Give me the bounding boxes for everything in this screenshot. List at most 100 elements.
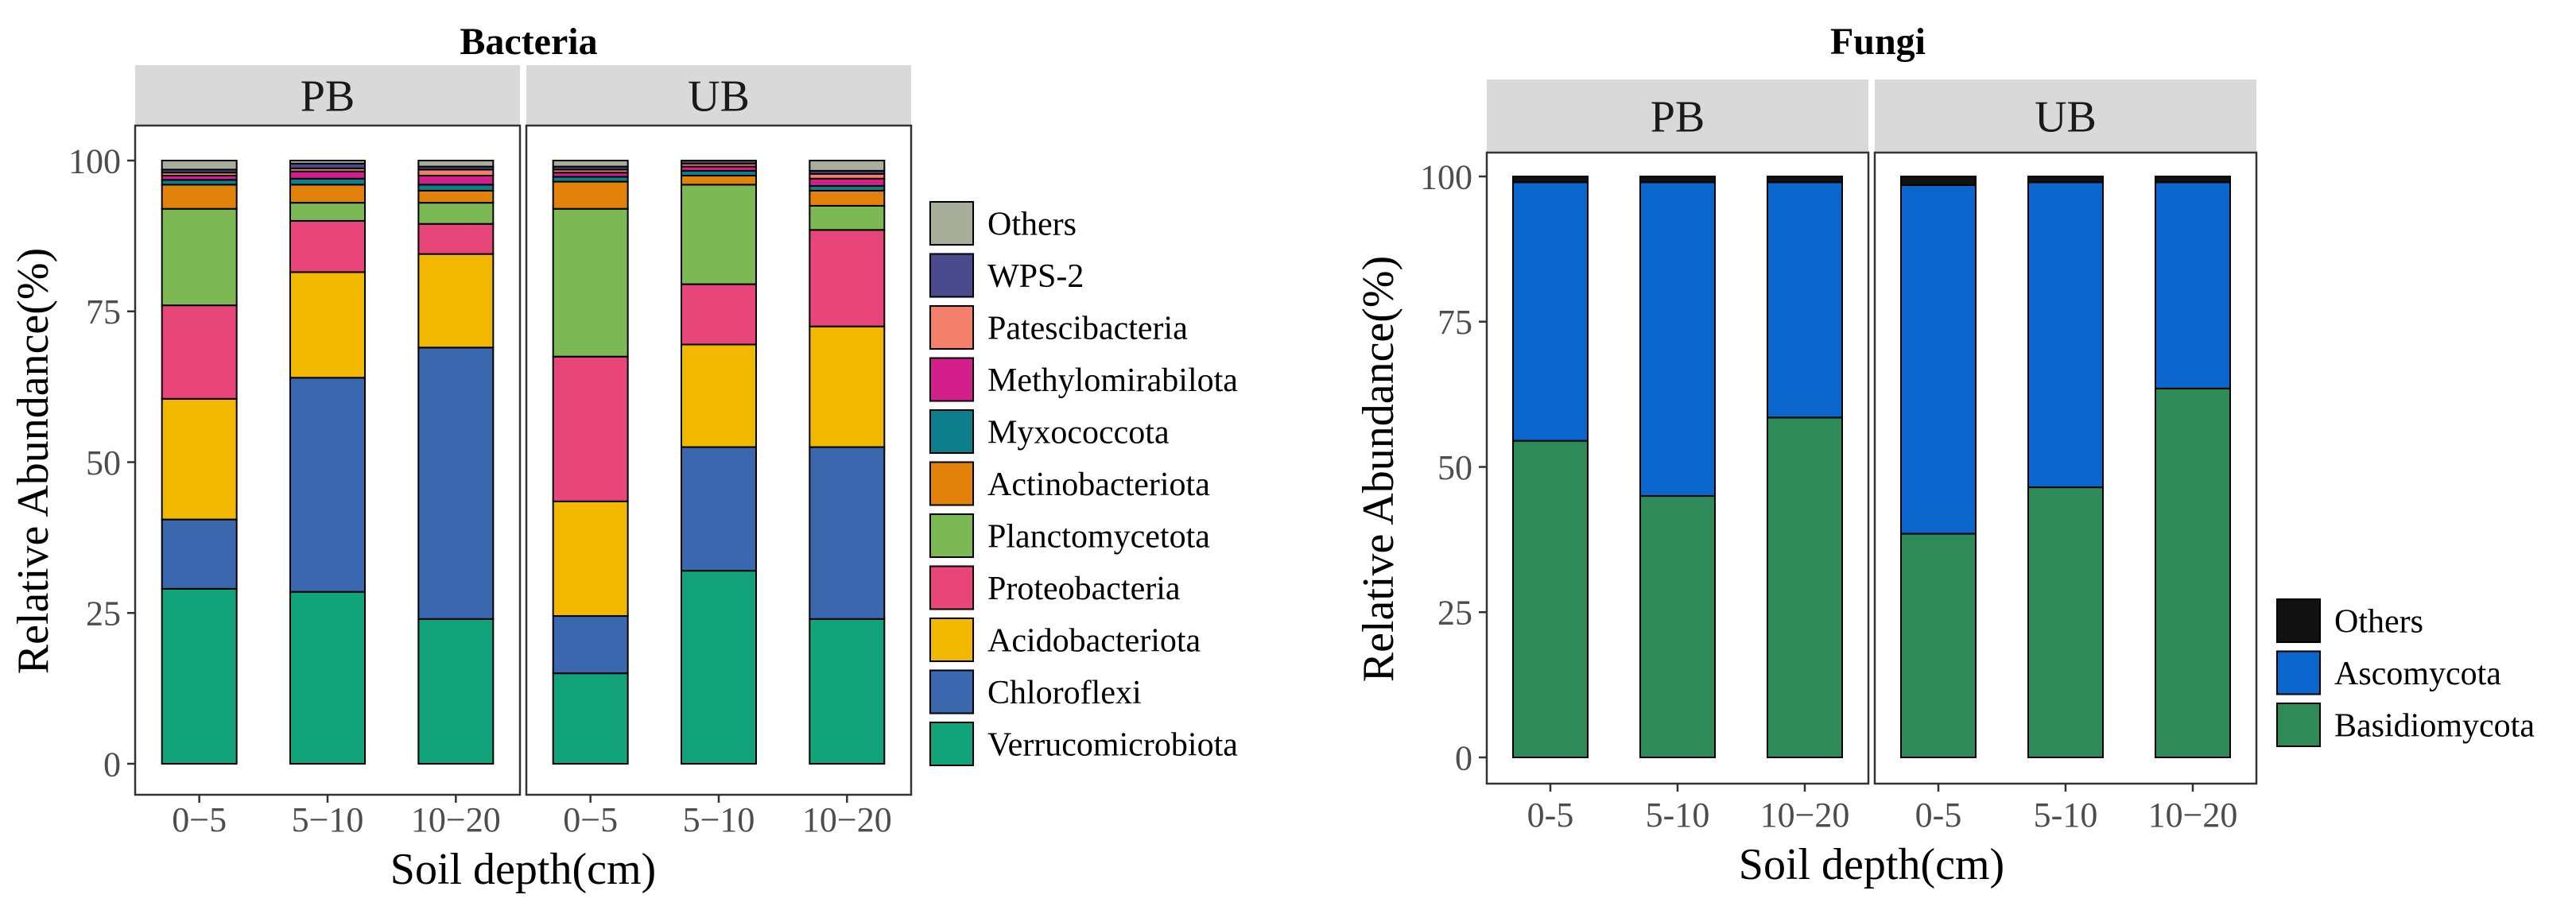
bacteria-bar-ub-10-20-actinobacteriota	[809, 189, 886, 207]
bacteria-bar-ub-10-20-verrucomicrobiota	[809, 618, 886, 765]
bacteria-legend-label-proteobacteria: Proteobacteria	[987, 571, 1181, 607]
bacteria-x-tick-label: 10−20	[802, 800, 892, 839]
bacteria-x-tick-label: 0−5	[563, 800, 618, 839]
bacteria-x-axis-title: Soil depth(cm)	[390, 845, 656, 894]
bacteria-bar-pb-10-20-verrucomicrobiota	[417, 618, 495, 765]
bacteria-facet-label: UB	[688, 72, 750, 122]
bacteria-chart: Bacteria PB 0−5 5−10 10−20 UB 0−5 5−10 10−20 0 25 5…	[9, 21, 1238, 894]
fungi-x-tick-label: 0-5	[1915, 796, 1962, 834]
bacteria-bar-ub-5-10-planctomycetota	[681, 184, 757, 285]
bacteria-y-tick-label: 0	[103, 745, 121, 784]
bacteria-legend-swatch-planctomycetota	[929, 513, 974, 558]
bacteria-bar-ub-10-20-chloroflexi	[809, 446, 886, 620]
fungi-bar-pb-0-5-basidiomycota	[1512, 440, 1589, 758]
fungi-bar-pb-10-20-others	[1767, 176, 1843, 184]
bacteria-x-tick-label: 10−20	[411, 800, 501, 839]
bacteria-bar-pb-0-5-others	[161, 160, 238, 171]
fungi-legend-label-ascomycota: Ascomycota	[2334, 656, 2501, 692]
bacteria-legend-swatch-chloroflexi	[929, 669, 974, 714]
fungi-legend-label-basidiomycota: Basidiomycota	[2334, 708, 2535, 745]
fungi-legend-swatch-basidiomycota	[2276, 703, 2321, 747]
bacteria-y-tick-label: 100	[68, 141, 121, 180]
bacteria-bar-ub-10-20-methylomirabilota	[809, 177, 886, 187]
bacteria-legend-swatch-wps-2	[929, 253, 974, 298]
bacteria-bar-pb-10-20-actinobacteriota	[417, 189, 495, 204]
bacteria-chart-title: Bacteria	[460, 21, 597, 63]
bacteria-bar-pb-10-20-proteobacteria	[417, 223, 495, 255]
fungi-legend: Others Ascomycota Basidiomycota	[2275, 598, 2535, 748]
fungi-panel-pb: PB 0-5 5-10 10−20	[1485, 79, 1870, 834]
bacteria-legend-swatch-methylomirabilota	[929, 357, 974, 402]
bacteria-bar-pb-10-20-acidobacteriota	[417, 253, 495, 349]
bacteria-bar-pb-0-5-proteobacteria	[161, 304, 238, 400]
bacteria-panel-pb: PB 0−5 5−10 10−20	[134, 65, 522, 839]
bacteria-bar-ub-0-5-acidobacteriota	[552, 500, 629, 618]
bacteria-panel-ub: UB 0−5 5−10 10−20	[525, 65, 913, 839]
bacteria-bar-ub-10-20-planctomycetota	[809, 204, 886, 231]
fungi-bar-ub-10-20-others	[2155, 176, 2231, 184]
bacteria-bar-pb-10-20-chloroflexi	[417, 347, 495, 620]
bacteria-bar-pb-5-10-proteobacteria	[289, 219, 366, 273]
bacteria-facet-label: PB	[301, 72, 355, 122]
bacteria-bar-pb-5-10-myxococcota	[289, 177, 366, 186]
fungi-legend-swatch-ascomycota	[2276, 650, 2321, 695]
bacteria-bar-pb-10-20-planctomycetota	[417, 202, 495, 225]
bacteria-legend-swatch-proteobacteria	[929, 565, 974, 610]
fungi-bar-pb-5-10-ascomycota	[1639, 181, 1716, 498]
bacteria-legend-label-patescibacteria: Patescibacteria	[987, 311, 1188, 347]
fungi-facet-label: PB	[1651, 93, 1705, 142]
fungi-bar-ub-5-10-basidiomycota	[2027, 486, 2104, 759]
bacteria-legend-swatch-verrucomicrobiota	[929, 722, 974, 766]
bacteria-bar-ub-0-5-chloroflexi	[552, 615, 629, 675]
fungi-x-tick-label: 10−20	[2148, 796, 2238, 834]
bacteria-facet-strip	[526, 65, 911, 126]
fungi-chart: Fungi PB 0-5 5-10 10−20 UB 0-5 5-10 10−20 0 25 50 75…	[1354, 21, 2535, 889]
bacteria-facet-strip	[135, 65, 520, 126]
bacteria-bar-pb-5-10-others	[289, 160, 366, 165]
bacteria-legend-swatch-actinobacteriota	[929, 461, 974, 506]
bacteria-bar-pb-5-10-actinobacteriota	[289, 184, 366, 204]
bacteria-legend-label-acidobacteriota: Acidobacteriota	[987, 623, 1201, 660]
fungi-bar-ub-5-10-others	[2027, 176, 2104, 184]
fungi-chart-title: Fungi	[1830, 21, 1926, 63]
bacteria-x-tick-label: 0−5	[172, 800, 227, 839]
fungi-bar-pb-5-10-others	[1639, 176, 1716, 184]
bacteria-bar-ub-10-20-proteobacteria	[809, 229, 886, 327]
bacteria-bar-ub-10-20-acidobacteriota	[809, 325, 886, 448]
fungi-y-axis-title: Relative Abundance(%)	[1354, 256, 1403, 682]
bacteria-legend-label-methylomirabilota: Methylomirabilota	[987, 362, 1238, 399]
bacteria-bar-pb-5-10-methylomirabilota	[289, 170, 366, 180]
bacteria-legend: Others WPS-2 Patescibacteria Methylomirabil…	[929, 200, 1238, 767]
bacteria-bar-ub-5-10-chloroflexi	[681, 446, 757, 572]
bacteria-bar-pb-0-5-acidobacteriota	[161, 397, 238, 521]
fungi-y-tick-label: 25	[1437, 594, 1472, 633]
fungi-panel-ub: UB 0-5 5-10 10−20	[1873, 79, 2258, 834]
fungi-facet-strip	[1487, 79, 1868, 153]
bacteria-legend-swatch-myxococcota	[929, 409, 974, 454]
bacteria-bar-pb-10-20-myxococcota	[417, 184, 495, 192]
bacteria-legend-label-wps-2: WPS-2	[987, 258, 1084, 295]
bacteria-legend-swatch-others	[929, 201, 974, 246]
bacteria-bar-pb-0-5-actinobacteriota	[161, 184, 238, 210]
fungi-bar-pb-0-5-others	[1512, 176, 1589, 184]
bacteria-x-tick-label: 5−10	[683, 800, 755, 839]
fungi-x-axis-title: Soil depth(cm)	[1739, 840, 2004, 889]
bacteria-bar-ub-0-5-planctomycetota	[552, 207, 629, 358]
bacteria-bar-ub-5-10-actinobacteriota	[681, 174, 757, 186]
bacteria-bar-ub-10-20-others	[809, 160, 886, 172]
fungi-legend-label-others: Others	[2334, 604, 2423, 641]
bacteria-bar-ub-0-5-actinobacteriota	[552, 180, 629, 210]
bacteria-bar-ub-5-10-acidobacteriota	[681, 343, 757, 448]
bacteria-legend-label-planctomycetota: Planctomycetota	[987, 519, 1210, 556]
fungi-y-tick-label: 0	[1455, 738, 1472, 777]
fungi-y-tick-label: 100	[1420, 157, 1472, 196]
bacteria-y-tick-label: 75	[86, 292, 121, 331]
bacteria-bar-pb-0-5-verrucomicrobiota	[161, 587, 238, 765]
fungi-bar-ub-5-10-ascomycota	[2027, 181, 2104, 489]
bacteria-bar-pb-5-10-chloroflexi	[289, 377, 366, 593]
bacteria-y-axis-title: Relative Abundance(%)	[9, 248, 58, 674]
bacteria-bar-pb-10-20-others	[417, 160, 495, 168]
fungi-x-tick-label: 5-10	[2034, 796, 2098, 834]
bacteria-legend-swatch-patescibacteria	[929, 305, 974, 350]
